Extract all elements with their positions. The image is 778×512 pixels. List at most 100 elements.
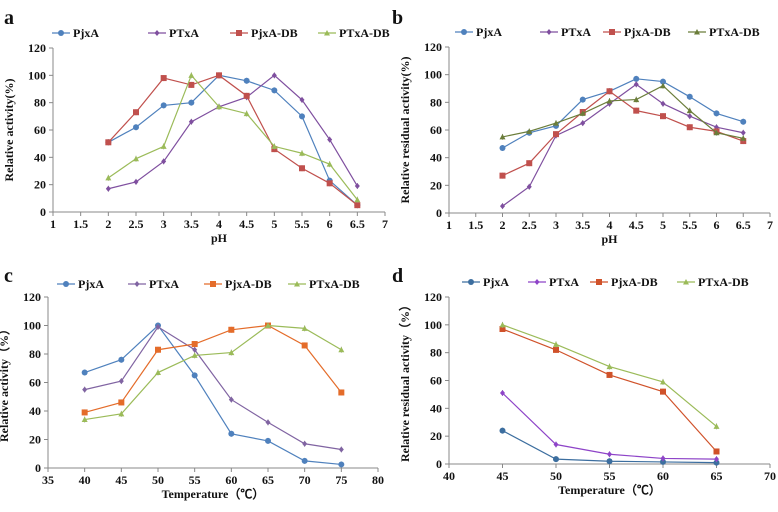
y-tick-label: 20 [34,178,46,192]
y-tick-label: 100 [23,319,41,333]
data-point [526,160,533,167]
x-tick-label: 1 [446,218,452,232]
y-tick-label: 120 [28,41,46,55]
x-tick-label: 4 [216,217,222,231]
data-point [499,133,506,140]
data-point [713,110,720,117]
data-point [265,322,271,328]
data-point [326,161,333,167]
legend-label: PjxA [483,275,509,289]
legend-marker [694,29,700,35]
y-tick-label: 40 [34,150,46,164]
data-point [192,346,198,353]
data-point [687,113,693,120]
data-point [82,386,88,393]
y-tick-label: 20 [29,433,41,447]
y-tick-label: 100 [424,68,442,82]
data-point [354,196,361,203]
series-pjxa [499,75,747,151]
data-point [633,96,640,103]
series-line [502,430,717,464]
data-point [660,82,666,89]
y-tick-label: 0 [436,457,442,471]
data-point [271,72,277,79]
x-tick-label: 6.5 [736,218,751,232]
x-tick-label: 2 [500,218,506,232]
series-line [502,85,744,139]
y-tick-label: 120 [424,290,442,304]
x-axis-label: pH [601,232,618,246]
data-point [660,78,666,85]
legend-label: PTxA [549,275,579,289]
data-point [271,87,278,94]
data-point [633,107,640,114]
data-point [155,346,161,353]
data-point [188,118,194,125]
data-point [155,323,161,330]
data-point [160,143,167,149]
data-point [326,180,333,187]
x-tick-label: 65 [262,473,274,487]
legend-label: PjxA [476,25,502,39]
data-point [713,423,720,429]
series-line [108,74,358,206]
data-point [299,96,305,103]
series-ptxa [105,72,360,192]
x-tick-label: 45 [115,473,127,487]
legend-marker [546,29,552,35]
data-point [499,172,506,179]
data-point [191,352,198,358]
series-ptxa [82,323,344,453]
legend-label: PjxA [73,26,99,40]
data-point [579,110,586,116]
data-point [155,369,161,376]
data-point [740,135,747,141]
data-point [606,88,613,95]
y-tick-label: 80 [29,347,41,361]
legend-marker [468,279,474,285]
data-point [228,326,235,333]
data-point [191,341,198,348]
data-point [228,430,235,437]
data-point [499,321,506,328]
y-tick-label: 120 [424,40,442,54]
series-ptxa-db [499,82,747,142]
data-point [243,110,250,117]
data-point [660,113,666,120]
data-point [606,363,613,370]
x-tick-label: 7 [382,217,388,231]
panel-label: b [392,7,403,29]
series-line [107,74,358,206]
legend-marker [210,281,216,287]
x-tick-label: 1 [50,217,56,231]
data-point [160,75,167,82]
data-point [660,378,666,385]
x-axis-label: Temperature（℃） [162,486,265,501]
data-point [499,326,506,333]
y-tick-label: 60 [430,374,442,388]
series-line [84,324,342,466]
data-point [526,128,533,134]
data-point [553,456,559,463]
legend-marker [294,281,300,287]
y-tick-label: 80 [34,96,46,110]
data-point [580,120,586,127]
legend-label: PTxA [169,26,199,40]
x-tick-label: 45 [497,469,509,483]
data-point [686,107,693,114]
y-axis-label: Relative residual activity(%) [398,56,412,203]
x-tick-label: 60 [225,473,237,487]
data-point [714,456,719,463]
series-pjxa-db [499,326,720,455]
series-line [502,392,717,460]
data-point [553,346,559,353]
x-tick-label: 1.5 [468,218,483,232]
legend-label: PjxA-DB [251,26,298,40]
data-point [188,99,195,106]
legend-label: PTxA-DB [709,25,760,39]
x-tick-label: 3 [161,217,167,231]
data-point [243,77,250,84]
data-point [740,118,747,125]
legend-label: PjxA-DB [611,275,658,289]
series-line [108,74,358,190]
